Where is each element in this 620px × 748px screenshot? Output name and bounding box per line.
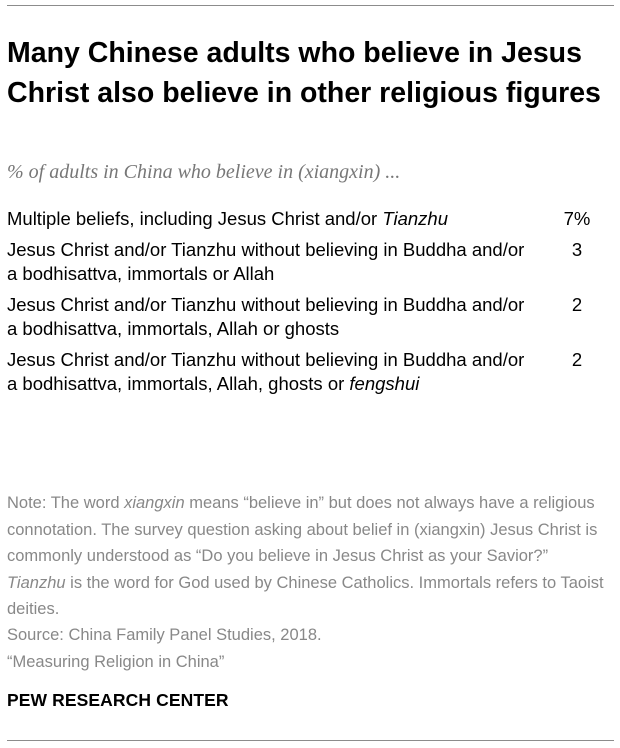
text-segment: Note: The word bbox=[7, 494, 125, 512]
chart-subtitle: % of adults in China who believe in (xia… bbox=[7, 161, 401, 183]
chart-source: Source: China Family Panel Studies, 2018… bbox=[7, 622, 607, 675]
source-line: “Measuring Religion in China” bbox=[7, 652, 225, 671]
chart-title: Many Chinese adults who believe in Jesus… bbox=[7, 37, 601, 109]
data-table: Multiple beliefs, including Jesus Christ… bbox=[7, 207, 607, 396]
chart-note: Note: The word xiangxin means “believe i… bbox=[7, 490, 607, 623]
italic-term: fengshui bbox=[349, 373, 420, 394]
row-value: 2 bbox=[571, 294, 583, 315]
italic-term: Tianzhu bbox=[7, 573, 66, 592]
brand-logo-text: PEW RESEARCH CENTER bbox=[7, 690, 229, 710]
row-label: Jesus Christ and/or Tianzhu without beli… bbox=[7, 293, 527, 341]
bottom-divider bbox=[7, 740, 614, 741]
text-segment: Jesus Christ and/or Tianzhu without beli… bbox=[7, 239, 525, 284]
italic-term: xiangxin bbox=[124, 494, 185, 512]
text-segment: means “believe in” but does not always h… bbox=[7, 494, 598, 565]
row-value: 3 bbox=[571, 239, 583, 260]
row-label: Jesus Christ and/or Tianzhu without beli… bbox=[7, 348, 527, 396]
table-row: Jesus Christ and/or Tianzhu without beli… bbox=[7, 238, 607, 286]
text-segment: Jesus Christ and/or Tianzhu without beli… bbox=[7, 294, 525, 339]
table-row: Multiple beliefs, including Jesus Christ… bbox=[7, 207, 607, 231]
row-value: 7% bbox=[563, 208, 591, 229]
italic-term: Tianzhu bbox=[382, 208, 448, 229]
row-label: Jesus Christ and/or Tianzhu without beli… bbox=[7, 238, 527, 286]
table-row: Jesus Christ and/or Tianzhu without beli… bbox=[7, 293, 607, 341]
row-label: Multiple beliefs, including Jesus Christ… bbox=[7, 207, 527, 231]
text-segment: is the word for God used by Chinese Cath… bbox=[7, 573, 604, 619]
text-segment: Multiple beliefs, including Jesus Christ… bbox=[7, 208, 383, 229]
source-line: Source: China Family Panel Studies, 2018… bbox=[7, 626, 322, 644]
note-text: Note: The word xiangxin means “believe i… bbox=[7, 490, 607, 623]
table-row: Jesus Christ and/or Tianzhu without beli… bbox=[7, 348, 607, 396]
row-value: 2 bbox=[571, 349, 583, 370]
text-segment: Jesus Christ and/or Tianzhu without beli… bbox=[7, 349, 525, 394]
top-divider bbox=[7, 5, 614, 6]
